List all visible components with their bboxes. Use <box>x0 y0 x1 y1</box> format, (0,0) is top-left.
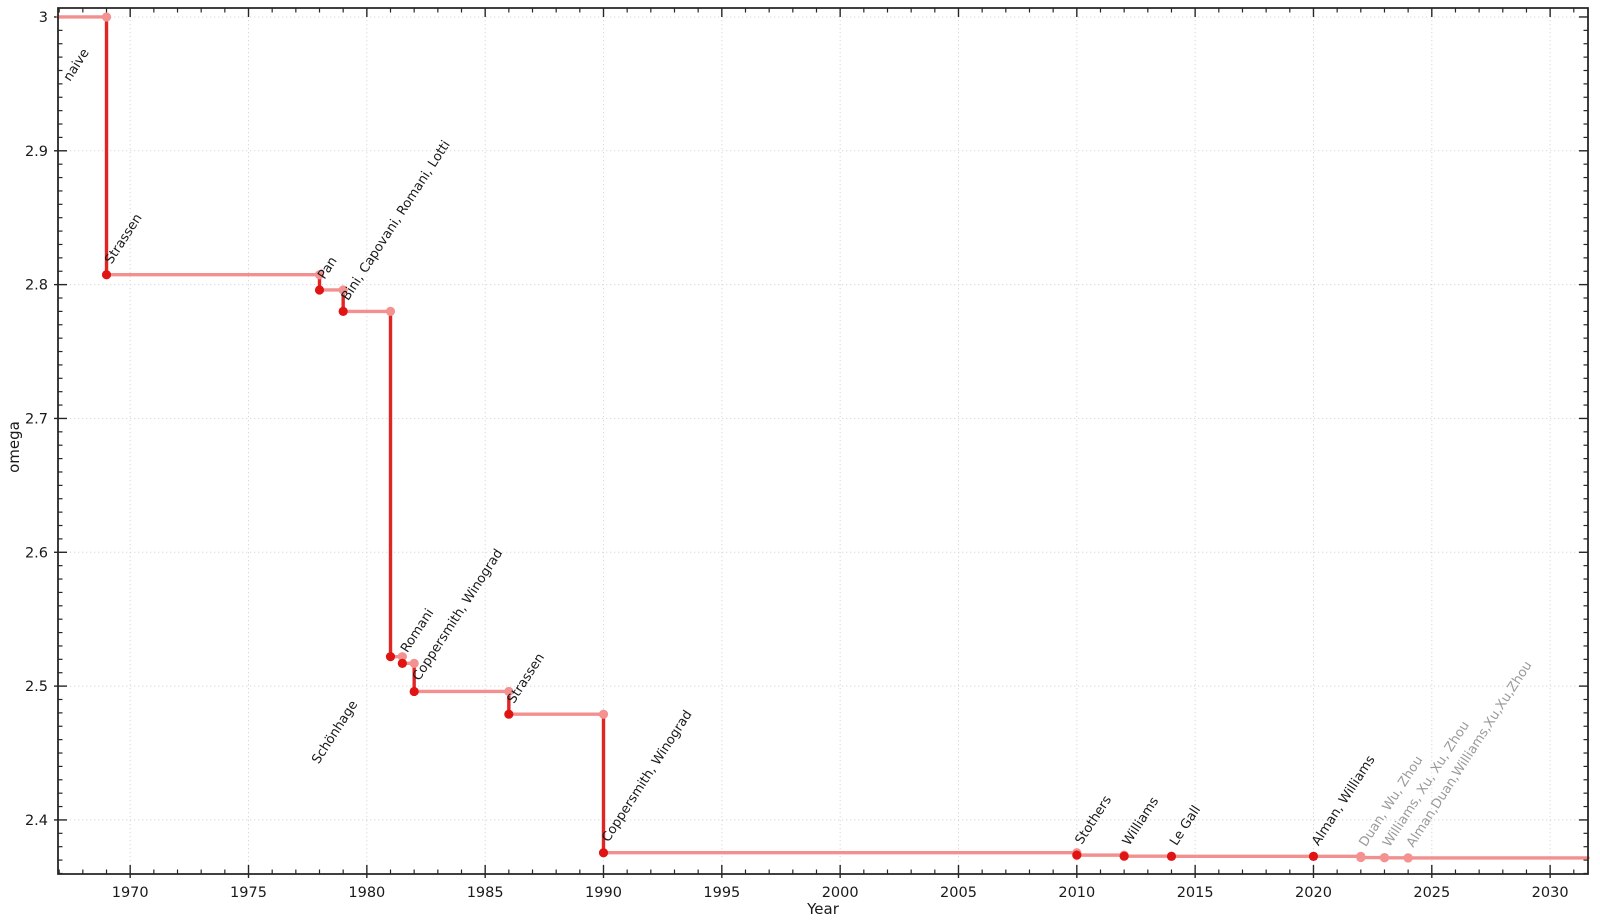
y-tick-label: 2.4 <box>25 813 48 829</box>
x-tick-label: 2005 <box>940 885 977 901</box>
point-label: Bini, Capovani, Romani, Lotti <box>339 138 454 303</box>
x-axis-title: Year <box>807 900 839 918</box>
point-label: Coppersmith, Winograd <box>599 708 695 845</box>
x-tick-label: 2030 <box>1532 885 1569 901</box>
point-label: Strassen <box>102 211 145 267</box>
point-label: Alman,Duan,Williams,Xu,Xu,Zhou <box>1404 659 1536 850</box>
x-tick-label: 2015 <box>1177 885 1214 901</box>
y-axis-title: omega <box>5 421 23 473</box>
data-point <box>314 285 325 295</box>
y-tick-label: 2.7 <box>25 411 48 427</box>
data-point-corner <box>385 306 396 316</box>
x-tick-label: 1975 <box>230 885 267 901</box>
data-point <box>409 686 419 697</box>
y-tick-label: 2.6 <box>25 545 48 561</box>
y-tick-label: 2.9 <box>25 144 48 160</box>
y-tick-label: 3 <box>39 10 48 26</box>
x-tick-label: 2025 <box>1413 885 1450 901</box>
data-point <box>1072 850 1082 860</box>
x-tick-label: 1980 <box>348 885 385 901</box>
point-label: Williams <box>1120 794 1162 848</box>
data-point <box>1166 851 1177 861</box>
data-point <box>385 652 396 662</box>
x-tick-label: 1985 <box>467 885 504 901</box>
x-tick-label: 2010 <box>1058 885 1095 901</box>
data-point <box>504 709 514 719</box>
data-point <box>397 658 407 668</box>
data-point-corner <box>504 686 514 697</box>
data-point-corner <box>409 658 419 668</box>
data-point-corner <box>101 12 112 22</box>
x-tick-label: 1995 <box>703 885 740 901</box>
data-point-corner <box>1403 853 1413 863</box>
data-point-corner <box>1356 852 1366 863</box>
y-tick-label: 2.8 <box>25 278 48 294</box>
x-tick-label: 2000 <box>822 885 859 901</box>
point-label: Strassen <box>505 651 548 707</box>
point-label: Schönhage <box>309 698 361 767</box>
data-point <box>338 306 348 316</box>
x-tick-label: 2020 <box>1295 885 1332 901</box>
data-point <box>1119 851 1129 861</box>
data-point <box>598 848 609 858</box>
point-label: naive <box>61 46 93 84</box>
data-point-corner <box>1379 853 1390 863</box>
data-point <box>101 270 112 280</box>
x-tick-label: 1990 <box>585 885 622 901</box>
data-point <box>1308 851 1319 861</box>
plot-border <box>57 7 1589 875</box>
y-tick-label: 2.5 <box>25 679 48 695</box>
data-point-corner <box>598 709 609 719</box>
x-tick-label: 1970 <box>112 885 149 901</box>
data-point-corner <box>314 270 325 280</box>
point-label: Le Gall <box>1167 803 1204 848</box>
data-point-corner <box>397 652 407 662</box>
data-point-corner <box>338 285 348 295</box>
